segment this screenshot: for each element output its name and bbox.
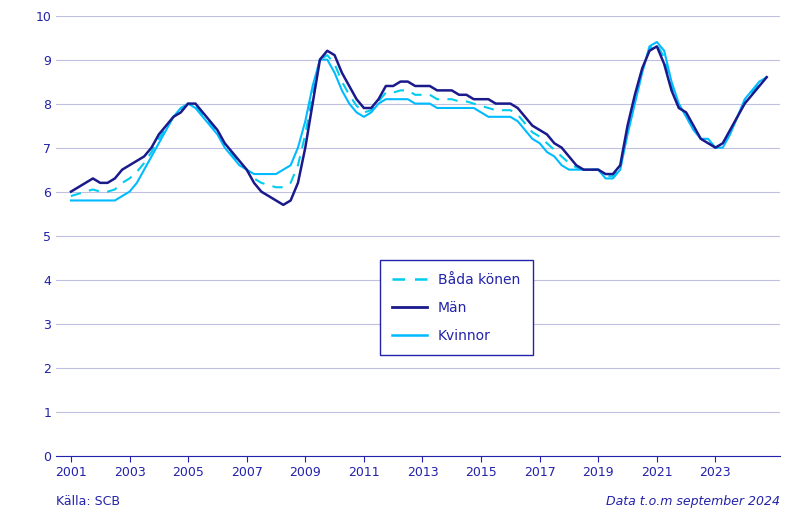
Text: Data t.o.m september 2024: Data t.o.m september 2024	[605, 495, 779, 508]
Legend: Båda könen, Män, Kvinnor: Båda könen, Män, Kvinnor	[379, 260, 532, 355]
Text: Källa: SCB: Källa: SCB	[56, 495, 120, 508]
